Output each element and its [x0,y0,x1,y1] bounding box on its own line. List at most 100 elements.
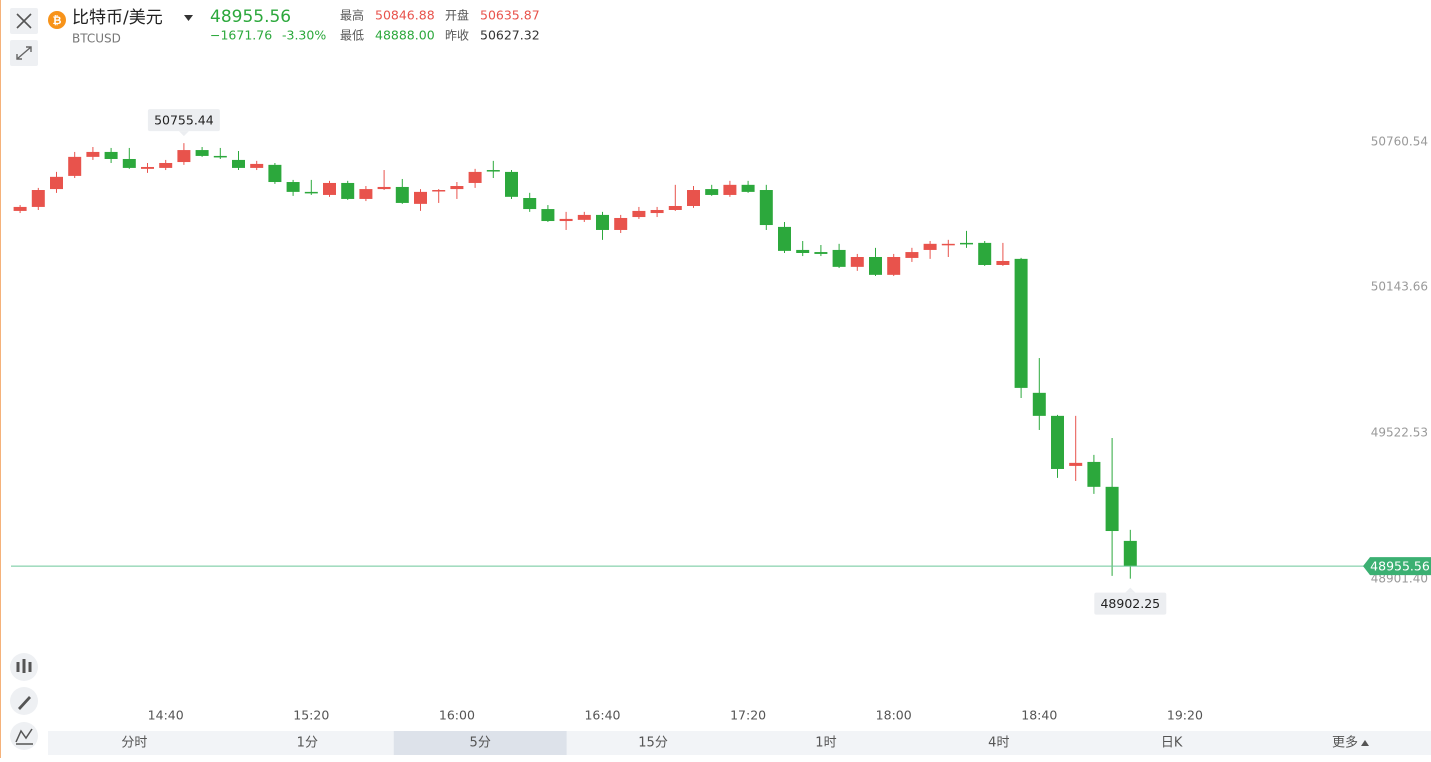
candle-body [395,186,409,203]
stat-label: 最高 [340,8,364,23]
chart-type-icon [15,728,33,745]
interval-selected [393,731,567,755]
candle-body [141,166,154,169]
interval-tab[interactable]: 1分 [297,736,318,751]
interval-tab[interactable]: 分时 [121,736,147,751]
candle-body [86,151,100,157]
candle-body [559,218,573,222]
interval-tab[interactable]: 更多 [1332,735,1358,751]
candle-body [923,243,937,250]
y-tick-label: 50760.54 [1371,134,1428,148]
x-tick-label: 15:20 [293,708,329,723]
candle-body [723,184,737,195]
candle-body [104,151,118,159]
price-change: −1671.76 [210,28,272,43]
x-tick-label: 18:40 [1021,708,1057,723]
candle-body [577,214,591,220]
x-tick-label: 16:00 [439,708,475,723]
candle-body [759,190,773,226]
candle-body [159,162,173,168]
candle-body [541,209,555,222]
more-arrow[interactable] [1361,740,1369,746]
candle-body [286,182,300,192]
candle-body [377,186,391,190]
candle-body [213,155,227,158]
low-callout-label: 48902.25 [1100,596,1160,611]
candle-body [359,189,373,199]
candle-body [1051,415,1064,469]
candle-body [741,184,755,192]
candle-body [1087,461,1101,487]
stat-value: 50635.87 [480,8,540,23]
interval-tab[interactable]: 4时 [988,736,1009,751]
callout-pointer [178,131,189,137]
candle-body [1032,392,1046,416]
close-icon [16,13,32,29]
indicator-icon [16,659,32,673]
high-callout-label: 50755.44 [154,113,214,128]
candle-body [850,256,864,267]
candle-body [323,182,336,195]
stat-value: 50846.88 [375,8,435,23]
dropdown-arrow[interactable] [184,15,193,21]
candle-body [414,191,427,204]
coin-glyph: ₿ [53,14,62,27]
stat-label: 昨收 [445,29,469,43]
callout-pointer [1125,587,1136,593]
interval-tab[interactable]: 15分 [638,736,668,751]
candle-body [486,170,500,172]
candle-body [1123,540,1137,567]
candle-body [468,171,482,183]
candle-body [687,190,700,206]
candle-body [796,249,810,253]
candle-body [195,150,209,156]
stat-label: 最低 [340,29,364,43]
price-tag-label: 48955.56 [1370,559,1430,574]
candle-body [832,249,846,267]
candle-body [232,159,245,168]
candle-body [523,198,537,210]
candle-body [177,150,191,163]
candle-body [268,164,282,183]
candle-body [50,176,63,190]
candle-body [1069,462,1083,466]
candle-body [122,158,136,168]
y-tick-label: 50143.66 [1371,279,1428,293]
candle-body [304,191,318,194]
interval-bar [48,731,1431,755]
draw-button[interactable] [10,687,38,715]
candle-body [778,226,791,251]
coin-icon [48,11,66,29]
x-tick-label: 14:40 [148,708,184,723]
candle-body [614,217,628,230]
candle-body [68,156,82,176]
candle-body [996,260,1010,265]
x-tick-label: 18:00 [876,708,912,723]
interval-tab[interactable]: 5分 [470,736,491,751]
symbol-title[interactable]: 比特币/美元 [72,8,163,28]
x-tick-label: 16:40 [584,708,620,723]
price-change-percent: -3.30% [282,28,326,43]
interval-tab[interactable]: 1时 [815,736,836,751]
candle-body [596,214,609,230]
candle-body [1105,486,1119,532]
x-tick-label: 19:20 [1167,708,1203,723]
last-price: 48955.56 [210,7,291,27]
candle-body [705,189,719,195]
candle-body [941,243,955,246]
interval-tab[interactable]: 日K [1161,736,1183,751]
candle-body [978,242,992,265]
candle-body [432,190,446,192]
candle-body [450,186,464,190]
draw-icon [18,696,31,710]
candle-body [250,163,264,168]
x-tick-label: 17:20 [730,708,766,723]
price-callout [147,109,220,132]
y-tick-label: 49522.53 [1371,425,1428,439]
candle-body [1014,258,1028,388]
price-callout [1094,592,1167,615]
candle-body [960,242,973,245]
stat-label: 开盘 [445,8,469,23]
price-tag [1363,557,1431,576]
